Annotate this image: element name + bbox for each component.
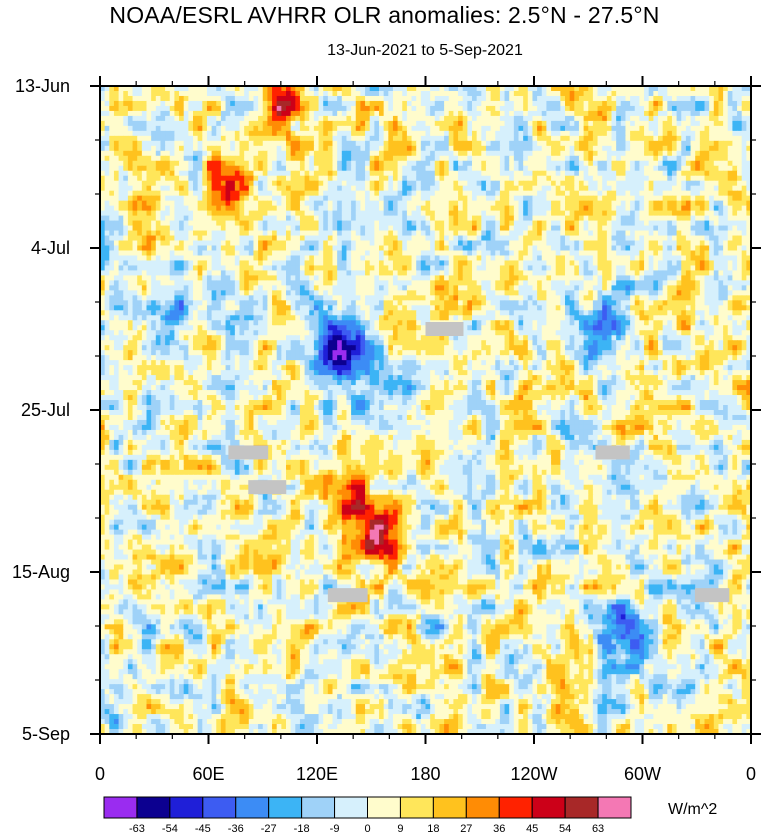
x-tick-label: 0	[746, 764, 756, 784]
y-tick-label: 5-Sep	[22, 724, 70, 744]
colorbar-label: -45	[195, 823, 211, 835]
y-tick-label: 13-Jun	[15, 76, 70, 96]
colorbar-label: 27	[460, 823, 472, 835]
colorbar-label: -9	[330, 823, 340, 835]
colorbar-swatch	[465, 796, 500, 819]
missing-data-patch	[228, 445, 269, 460]
colorbar-swatch	[301, 796, 336, 819]
colorbar-swatch	[498, 796, 533, 819]
colorbar-swatch	[597, 796, 632, 819]
missing-data-patch	[327, 588, 368, 603]
x-tick-label: 180	[410, 764, 440, 784]
colorbar-swatch	[103, 796, 138, 819]
colorbar-label: -63	[129, 823, 145, 835]
colorbar-swatch	[202, 796, 237, 819]
y-tick-label: 4-Jul	[31, 238, 70, 258]
y-tick-label: 15-Aug	[12, 562, 70, 582]
colorbar-label: 0	[364, 823, 370, 835]
x-tick-label: 60W	[624, 764, 661, 784]
missing-data-patch	[425, 322, 464, 336]
colorbar-swatch	[531, 796, 566, 819]
colorbar-label: 54	[559, 823, 571, 835]
colorbar-label: 63	[592, 823, 604, 835]
chart-subtitle: 13-Jun-2021 to 5-Sep-2021	[327, 42, 523, 59]
colorbar-label: 45	[526, 823, 538, 835]
colorbar-label: -18	[294, 823, 310, 835]
colorbar-label: -54	[162, 823, 178, 835]
colorbar-label: 9	[397, 823, 403, 835]
colorbar-units: W/m^2	[668, 801, 718, 818]
colorbar-swatch	[367, 796, 401, 819]
colorbar: -63 -54 -45 -36 -27 -18 -9 0 9 18 27 36 45 54 63	[103, 796, 632, 835]
colorbar-swatch	[169, 796, 204, 819]
colorbar-swatch	[268, 796, 303, 819]
heatmap-field	[100, 86, 751, 734]
x-tick-label: 120E	[296, 764, 338, 784]
colorbar-swatch	[432, 796, 467, 819]
missing-data-patch	[248, 480, 287, 495]
chart-title: NOAA/ESRL AVHRR OLR anomalies: 2.5°N - 2…	[109, 2, 660, 28]
colorbar-swatch	[136, 796, 171, 819]
colorbar-label: -36	[228, 823, 244, 835]
axis-ticks: 0 60E 120E 180 120W 60W 0 13-Jun 4-Jul 25-Jul 15-A…	[12, 76, 761, 784]
x-tick-label: 0	[95, 764, 105, 784]
colorbar-label: -27	[261, 823, 277, 835]
missing-data-patch	[595, 445, 630, 460]
colorbar-swatch	[564, 796, 599, 819]
colorbar-label: 18	[427, 823, 439, 835]
missing-data-patch	[694, 588, 730, 603]
colorbar-label: 36	[493, 823, 505, 835]
y-tick-label: 25-Jul	[21, 400, 70, 420]
colorbar-swatch	[235, 796, 270, 819]
colorbar-swatch	[399, 796, 434, 819]
colorbar-swatch	[334, 796, 368, 819]
x-tick-label: 120W	[510, 764, 557, 784]
x-tick-label: 60E	[192, 764, 224, 784]
